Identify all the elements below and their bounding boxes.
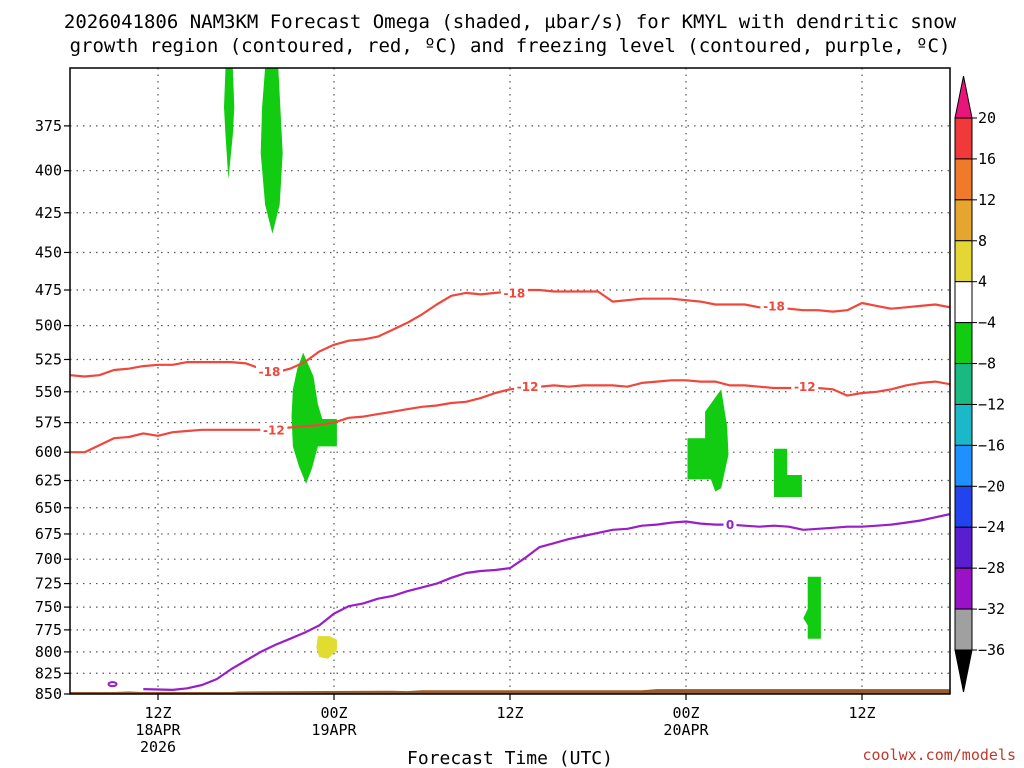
contour-label-bg [791,379,819,394]
omega-region [260,68,283,234]
y-tick-label: 550 [35,383,62,401]
colorbar-segment [954,199,973,242]
y-tick-label: 525 [35,350,62,368]
y-tick-label: 500 [35,317,62,335]
freezing-level-loop [107,681,118,688]
x-tick-label: 20APR [663,721,709,739]
y-tick-label: 675 [35,525,62,543]
colorbar-segment [954,444,973,487]
colorbar-label: −24 [978,518,1005,536]
x-tick-label: 19APR [311,721,357,739]
x-tick-label: 12Z [848,704,875,722]
colorbar-label: −16 [978,436,1005,454]
y-tick-label: 800 [35,643,62,661]
y-tick-label: 825 [35,664,62,682]
y-tick-label: 450 [35,243,62,261]
colorbar-segment [954,158,973,201]
colorbar-segment [954,526,973,569]
chart-title-line-1: 2026041806 NAM3KM Forecast Omega (shaded… [64,11,957,33]
x-tick-label: 00Z [672,704,699,722]
colorbar-label: 16 [978,150,996,168]
y-tick-label: 375 [35,117,62,135]
y-tick-label: 600 [35,443,62,461]
y-tick-label: 400 [35,162,62,180]
omega-shading [224,68,821,659]
chart-title-line-2: growth region (contoured, red, ºC) and f… [70,35,951,57]
y-tick-label: 725 [35,575,62,593]
contour-label-bg [514,379,542,394]
x-tick-label: 00Z [320,704,347,722]
y-tick-label: 475 [35,281,62,299]
colorbar-label: −8 [978,355,996,373]
omega-region [803,576,821,639]
colorbar-segment [954,240,973,283]
colorbar-label: −20 [978,477,1005,495]
colorbar-label: 12 [978,191,996,209]
contour-lines: -18 -18 -18 -12 -12 -12 0 [70,285,950,691]
colorbar-segment [954,322,973,365]
x-tick-label: 12Z [144,704,171,722]
colorbar-top-arrow [954,75,973,119]
contour-label-bg [723,517,737,532]
colorbar-label: 8 [978,232,987,250]
omega-region [774,448,802,497]
contour-label: -18 [504,286,526,300]
colorbar: 20 16 12 8 4 −4 −8 −12 −16 −20 −24 −28 −32 −36 [954,75,1005,693]
colorbar-segment [954,485,973,528]
y-tick-label: 850 [35,685,62,703]
colorbar-segment [954,403,973,446]
x-tick-label: 18APR [135,721,181,739]
x-tick-label: 12Z [496,704,523,722]
colorbar-label: −28 [978,559,1005,577]
colorbar-segment [954,281,973,324]
terrain-fill [70,689,950,694]
contour-label-bg [500,285,528,300]
omega-region [316,636,337,659]
omega-region [687,389,729,492]
y-tick-label: 425 [35,204,62,222]
x-axis-label: Forecast Time (UTC) [407,748,613,768]
colorbar-segment [954,567,973,610]
colorbar-segment [954,117,973,160]
colorbar-label: 4 [978,273,987,291]
credit-text: coolwx.com/models [862,746,1016,764]
contour-label-bg [760,298,788,313]
y-tick-label: 650 [35,499,62,517]
colorbar-segment [954,363,973,405]
contour-label-bg [255,364,283,379]
colorbar-label: −4 [978,314,996,332]
contour-label: 0 [726,518,734,532]
omega-region [291,352,337,484]
contour-line [143,513,950,691]
contour-label: -12 [517,380,539,394]
plot-area: -18 -18 -18 -12 -12 -12 0 375 400 425 450 475 500 525… [35,67,951,756]
colorbar-label: 20 [978,109,996,127]
colorbar-segment [954,608,973,651]
colorbar-label: −32 [978,600,1005,618]
y-tick-label: 700 [35,550,62,568]
y-tick-label: 775 [35,621,62,639]
contour-label: -12 [794,380,816,394]
colorbar-label: −12 [978,395,1005,413]
omega-region [224,68,235,180]
colorbar-bottom-arrow [954,649,973,693]
y-tick-label: 575 [35,414,62,432]
x-tick-label: 2026 [140,738,176,756]
contour-label: -18 [259,365,281,379]
contour-label-bg [260,422,288,437]
colorbar-label: −36 [978,641,1005,659]
y-tick-label: 625 [35,472,62,490]
contour-label: -12 [263,423,285,437]
y-tick-label: 750 [35,598,62,616]
contour-label: -18 [763,299,785,313]
